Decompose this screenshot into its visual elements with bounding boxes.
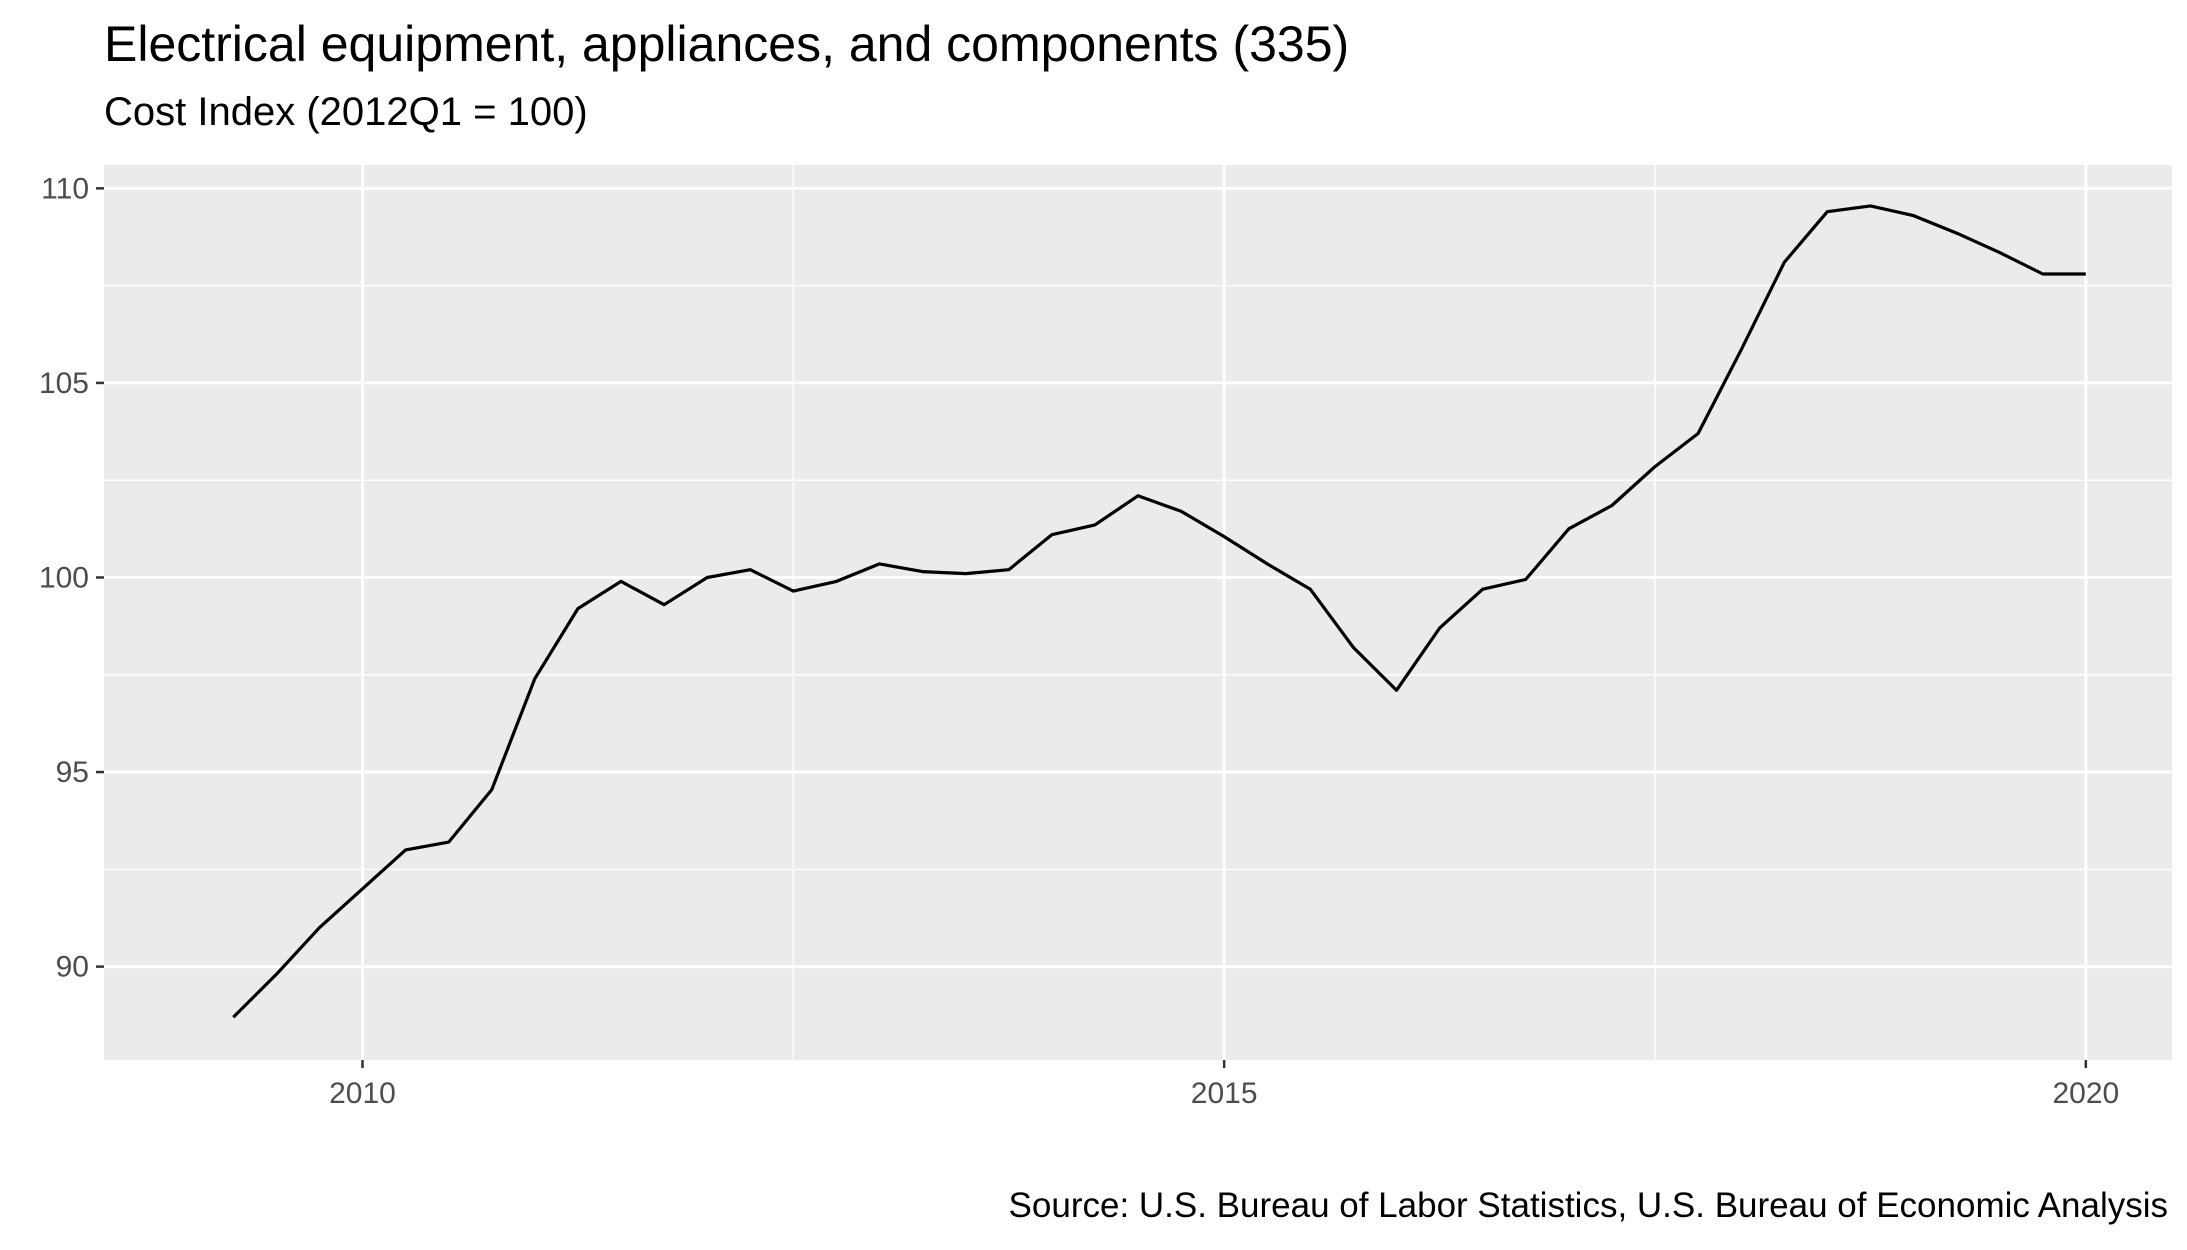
y-tick-label: 95 xyxy=(56,756,89,789)
minor-gridlines xyxy=(104,165,2172,1060)
y-tick-label: 105 xyxy=(39,367,89,400)
chart-title: Electrical equipment, appliances, and co… xyxy=(104,16,1350,72)
series-layer xyxy=(232,204,2086,1019)
source-caption: Source: U.S. Bureau of Labor Statistics,… xyxy=(1008,1186,2168,1225)
y-tick-label: 100 xyxy=(39,561,89,594)
y-tick-label: 110 xyxy=(41,172,89,205)
axis-labels: 2010 2015 2020 90 95 100 105 110 xyxy=(39,172,2119,1110)
y-tick-label: 90 xyxy=(56,951,89,984)
plot-panel xyxy=(104,165,2172,1060)
x-tick-label: 2020 xyxy=(2052,1077,2119,1110)
x-tick-label: 2015 xyxy=(1191,1077,1258,1110)
major-gridlines xyxy=(104,165,2172,1060)
axis-ticks xyxy=(96,187,2088,1068)
x-tick-label: 2010 xyxy=(329,1077,396,1110)
chart-subtitle: Cost Index (2012Q1 = 100) xyxy=(104,90,588,134)
series-line xyxy=(232,204,2086,1019)
